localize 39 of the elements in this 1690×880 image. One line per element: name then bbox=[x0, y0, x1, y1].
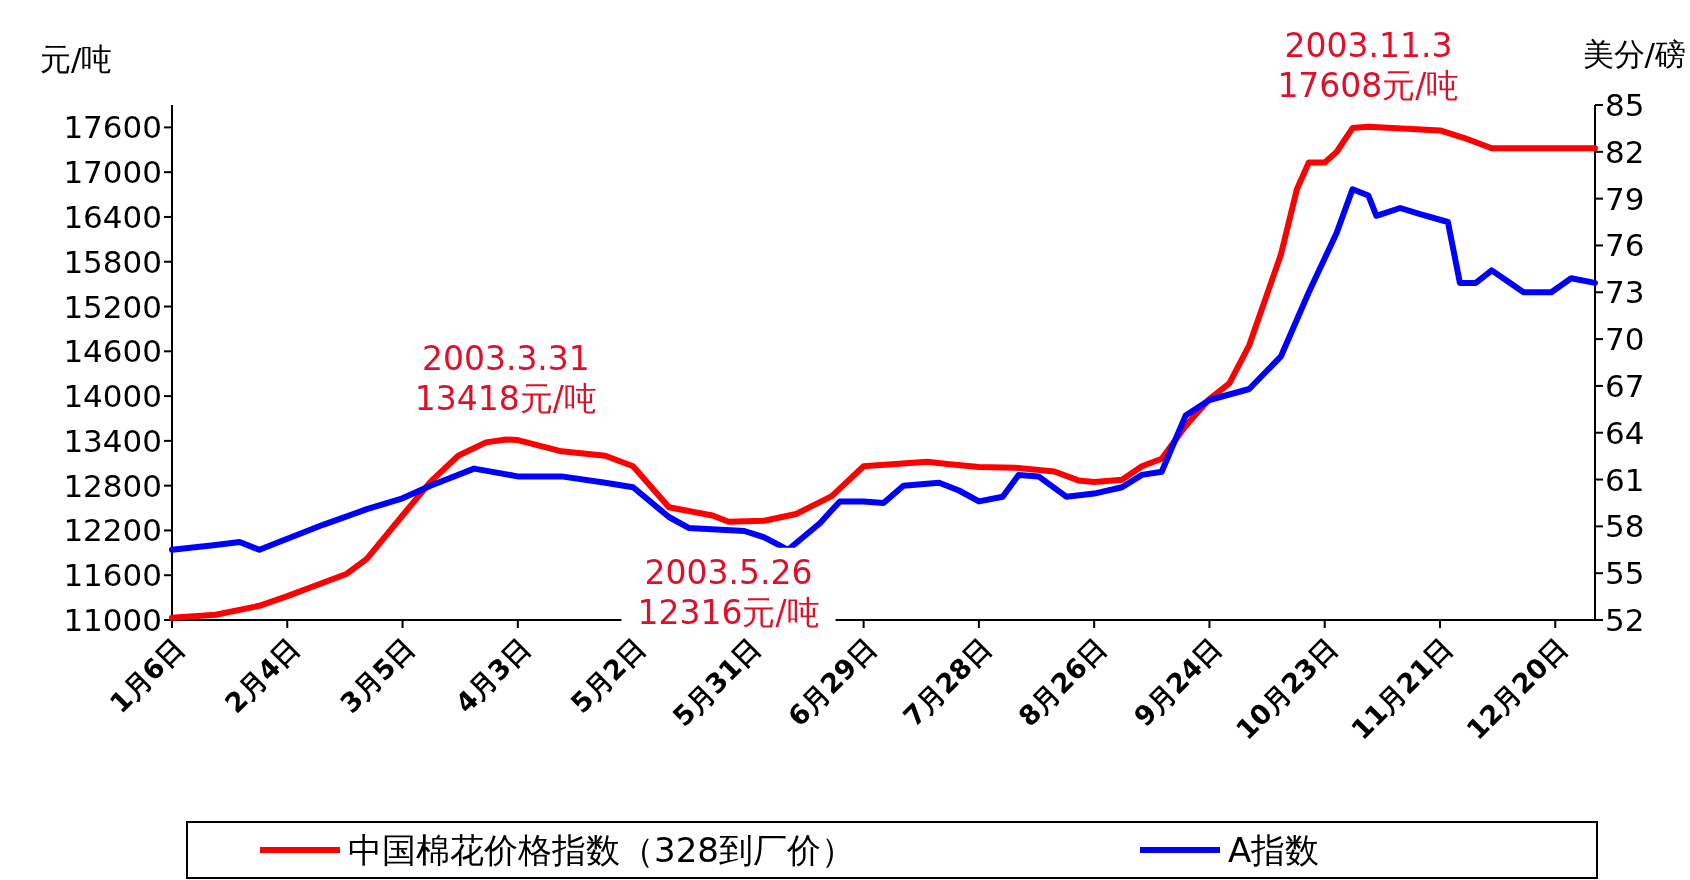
y2-tick-label: 70 bbox=[1605, 321, 1645, 358]
x-tick-label: 12月20日 bbox=[1460, 632, 1574, 746]
annotation: 2003.11.3 17608元/吨 bbox=[1277, 25, 1460, 105]
y2-tick-label: 85 bbox=[1605, 87, 1645, 123]
legend-label: A指数 bbox=[1228, 830, 1320, 870]
y-tick-label: 14000 bbox=[63, 378, 162, 415]
y-tick-label: 11600 bbox=[63, 557, 162, 594]
y2-axis-title: 美分/磅 bbox=[1582, 36, 1686, 72]
y-tick-label: 17000 bbox=[63, 154, 162, 191]
x-tick-label: 4月3日 bbox=[449, 632, 537, 719]
x-tick-label: 7月28日 bbox=[897, 632, 998, 733]
y2-tick-label: 52 bbox=[1605, 602, 1645, 638]
y-tick-label: 13400 bbox=[63, 422, 162, 459]
y-tick-label: 17600 bbox=[63, 109, 162, 146]
y-tick-label: 14600 bbox=[63, 333, 162, 370]
x-tick-label: 3月5日 bbox=[334, 632, 421, 719]
y2-tick-label: 79 bbox=[1605, 180, 1645, 217]
y-tick-label: 12200 bbox=[63, 512, 162, 549]
y2-tick-label: 58 bbox=[1605, 508, 1645, 545]
annotation: 2003.3.31 13418元/吨 bbox=[414, 338, 597, 418]
y2-tick-label: 73 bbox=[1605, 274, 1645, 311]
y2-tick-label: 61 bbox=[1605, 461, 1645, 498]
x-tick-label: 9月24日 bbox=[1127, 632, 1228, 733]
y2-tick-label: 82 bbox=[1605, 133, 1645, 170]
x-tick-label: 8月26日 bbox=[1012, 632, 1113, 733]
y2-tick-label: 76 bbox=[1605, 227, 1645, 264]
x-tick-label: 11月21日 bbox=[1344, 632, 1459, 746]
annotation: 2003.5.26 12316元/吨 bbox=[637, 552, 820, 632]
y2-tick-label: 64 bbox=[1605, 414, 1645, 451]
legend-label: 中国棉花价格指数（328到厂价） bbox=[348, 830, 855, 870]
x-tick-label: 2月4日 bbox=[218, 632, 306, 719]
y2-tick-label: 55 bbox=[1605, 555, 1645, 592]
y-tick-label: 15800 bbox=[63, 243, 162, 280]
x-tick-label: 10月23日 bbox=[1229, 632, 1343, 746]
y-tick-label: 16400 bbox=[63, 198, 162, 235]
y-axis-title: 元/吨 bbox=[40, 41, 113, 77]
y-tick-label: 12800 bbox=[63, 467, 162, 504]
y2-tick-label: 67 bbox=[1605, 367, 1645, 404]
y-tick-label: 15200 bbox=[63, 288, 162, 325]
